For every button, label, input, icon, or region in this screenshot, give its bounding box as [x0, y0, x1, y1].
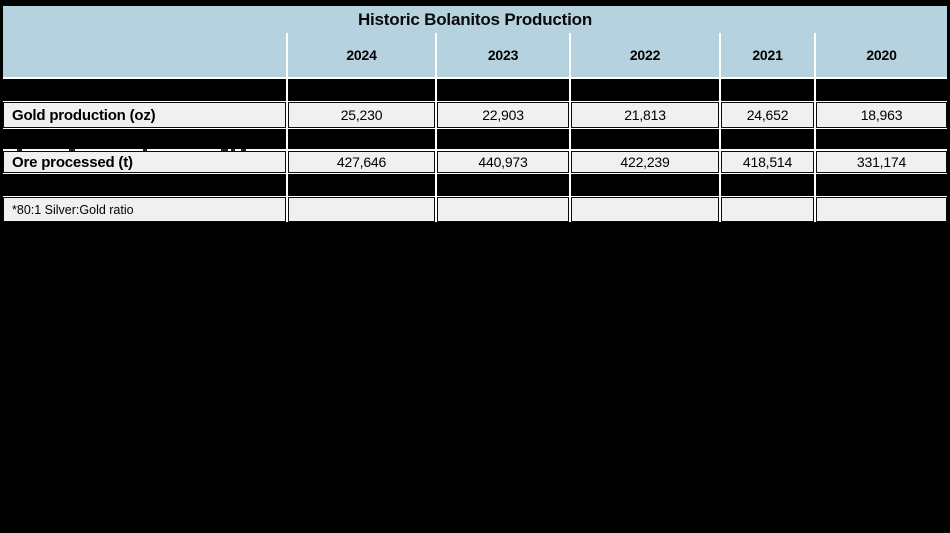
gold-2020-value: 18,963 [816, 102, 947, 128]
row-divider [3, 173, 947, 174]
row-divider [3, 196, 947, 197]
redacted-cell [571, 79, 719, 101]
production-table: Historic Bolanitos Production 2024 2023 … [3, 6, 947, 222]
year-header-spacer [3, 33, 286, 77]
ore-2021-value: 418,514 [721, 151, 814, 173]
redacted-cell [721, 129, 814, 149]
ore-2020-value: 331,174 [816, 151, 947, 173]
year-header-2022: 2022 [571, 33, 719, 77]
ore-2023-value: 440,973 [437, 151, 569, 173]
year-header-2020: 2020 [816, 33, 947, 77]
text-remnant-mark [221, 149, 228, 151]
table-header-block: Historic Bolanitos Production 2024 2023 … [3, 6, 947, 77]
redacted-cell [437, 174, 569, 196]
year-header-2023: 2023 [437, 33, 569, 77]
ore-processed-row: Ore processed (t) 427,646 440,973 422,23… [3, 151, 947, 173]
footnote-empty-cell [288, 197, 435, 222]
redacted-cell [288, 174, 435, 196]
row-divider [3, 128, 947, 129]
text-remnant-mark [143, 149, 147, 151]
footnote-empty-cell [571, 197, 719, 222]
gold-2022-value: 21,813 [571, 102, 719, 128]
year-header-2021: 2021 [721, 33, 814, 77]
redacted-cell [721, 79, 814, 101]
footnote-text: *80:1 Silver:Gold ratio [3, 197, 286, 222]
redacted-text-remnants [3, 149, 947, 151]
redacted-row-2 [3, 129, 947, 149]
redacted-cell [288, 129, 435, 149]
row-label-ore-processed: Ore processed (t) [3, 151, 286, 173]
redacted-row-3 [3, 174, 947, 196]
text-remnant-mark [241, 149, 246, 151]
redacted-cell [816, 174, 947, 196]
redacted-cell [816, 79, 947, 101]
gold-2023-value: 22,903 [437, 102, 569, 128]
gold-2021-value: 24,652 [721, 102, 814, 128]
footnote-empty-cell [816, 197, 947, 222]
table-title: Historic Bolanitos Production [357, 10, 593, 29]
gold-production-row: Gold production (oz) 25,230 22,903 21,81… [3, 102, 947, 128]
redacted-cell [3, 79, 286, 101]
gold-2024-value: 25,230 [288, 102, 435, 128]
redacted-cell [816, 129, 947, 149]
redacted-cell [571, 174, 719, 196]
redacted-cell [3, 129, 286, 149]
text-remnant-mark [17, 149, 22, 151]
footnote-empty-cell [721, 197, 814, 222]
text-remnant-mark [69, 149, 75, 151]
row-label-gold-production: Gold production (oz) [3, 102, 286, 128]
row-divider [3, 101, 947, 102]
row-divider [3, 77, 947, 79]
footnote-row: *80:1 Silver:Gold ratio [3, 197, 947, 222]
redacted-cell [288, 79, 435, 101]
redacted-row-1 [3, 79, 947, 101]
ore-2024-value: 427,646 [288, 151, 435, 173]
footnote-empty-cell [437, 197, 569, 222]
year-header-2024: 2024 [288, 33, 435, 77]
redacted-cell [3, 174, 286, 196]
redacted-cell [437, 79, 569, 101]
year-header-row: 2024 2023 2022 2021 2020 [3, 33, 947, 77]
redacted-cell [571, 129, 719, 149]
ore-2022-value: 422,239 [571, 151, 719, 173]
text-remnant-mark [231, 149, 235, 151]
redacted-cell [437, 129, 569, 149]
redacted-cell [721, 174, 814, 196]
